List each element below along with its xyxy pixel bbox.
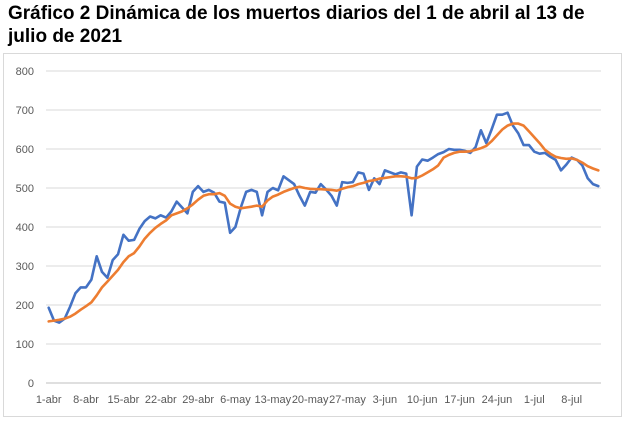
x-tick-label: 29-abr — [182, 394, 214, 406]
series-line-daily-deaths — [47, 111, 600, 324]
y-tick-label: 500 — [16, 183, 34, 195]
y-tick-label: 800 — [16, 66, 34, 78]
x-tick-label: 27-may — [329, 394, 366, 406]
y-tick-label: 200 — [16, 300, 34, 312]
x-tick-label: 3-jun — [373, 394, 397, 406]
x-tick-label: 6-may — [220, 394, 251, 406]
gridlines — [46, 70, 601, 384]
x-tick-label: 1-jul — [524, 394, 545, 406]
y-tick-label: 400 — [16, 222, 34, 234]
x-tick-label: 22-abr — [145, 394, 177, 406]
x-tick-label: 20-may — [292, 394, 329, 406]
y-axis-tick-labels: 0 100 200 300 400 500 600 700 800 — [16, 66, 34, 390]
y-tick-label: 700 — [16, 105, 34, 117]
x-tick-label: 10-jun — [407, 394, 438, 406]
chart-title: Gráfico 2 Dinámica de los muertos diario… — [8, 3, 585, 47]
x-tick-label: 17-jun — [444, 394, 475, 406]
x-tick-label: 15-abr — [107, 394, 139, 406]
x-tick-label: 1-abr — [36, 394, 62, 406]
series-group — [47, 111, 600, 324]
x-tick-label: 8-jul — [561, 394, 582, 406]
x-tick-label: 24-jun — [482, 394, 513, 406]
y-tick-label: 300 — [16, 261, 34, 273]
y-tick-label: 0 — [28, 378, 34, 390]
x-tick-label: 13-may — [254, 394, 291, 406]
chart-frame — [3, 53, 622, 417]
y-tick-label: 600 — [16, 144, 34, 156]
y-tick-label: 100 — [16, 339, 34, 351]
series-line-moving-average — [47, 122, 600, 323]
x-tick-label: 8-abr — [73, 394, 99, 406]
x-axis-tick-labels: 1-abr 8-abr 15-abr 22-abr 29-abr 6-may 13-may 2… — [36, 394, 582, 406]
